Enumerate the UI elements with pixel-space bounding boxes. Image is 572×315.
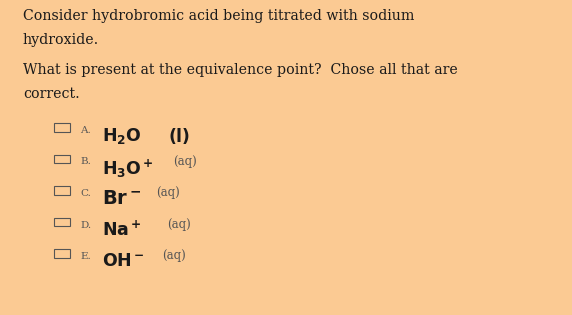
Bar: [54, 155, 70, 163]
Text: $\mathbf{Br^-}$: $\mathbf{Br^-}$: [102, 189, 141, 208]
Text: $\mathbf{Na^+}$: $\mathbf{Na^+}$: [102, 220, 141, 240]
Bar: [54, 249, 70, 258]
Text: correct.: correct.: [23, 87, 80, 100]
Text: (aq): (aq): [156, 186, 180, 199]
Text: $\mathbf{(l)}$: $\mathbf{(l)}$: [168, 126, 190, 146]
Bar: [54, 123, 70, 132]
Text: hydroxide.: hydroxide.: [23, 33, 99, 47]
Text: A.: A.: [80, 126, 91, 135]
Text: What is present at the equivalence point?  Chose all that are: What is present at the equivalence point…: [23, 63, 458, 77]
Text: D.: D.: [80, 220, 91, 230]
Text: (aq): (aq): [168, 218, 192, 231]
Text: $\mathbf{OH^-}$: $\mathbf{OH^-}$: [102, 252, 145, 270]
Text: B.: B.: [80, 158, 91, 167]
Text: C.: C.: [80, 189, 91, 198]
Text: (aq): (aq): [173, 155, 197, 168]
Text: $\mathbf{H_2O}$: $\mathbf{H_2O}$: [102, 126, 141, 146]
Text: Consider hydrobromic acid being titrated with sodium: Consider hydrobromic acid being titrated…: [23, 9, 414, 23]
Text: $\mathbf{H_3O^+}$: $\mathbf{H_3O^+}$: [102, 158, 154, 180]
Bar: [54, 186, 70, 195]
Bar: [54, 218, 70, 226]
Text: E.: E.: [80, 252, 91, 261]
Text: (aq): (aq): [162, 249, 186, 262]
